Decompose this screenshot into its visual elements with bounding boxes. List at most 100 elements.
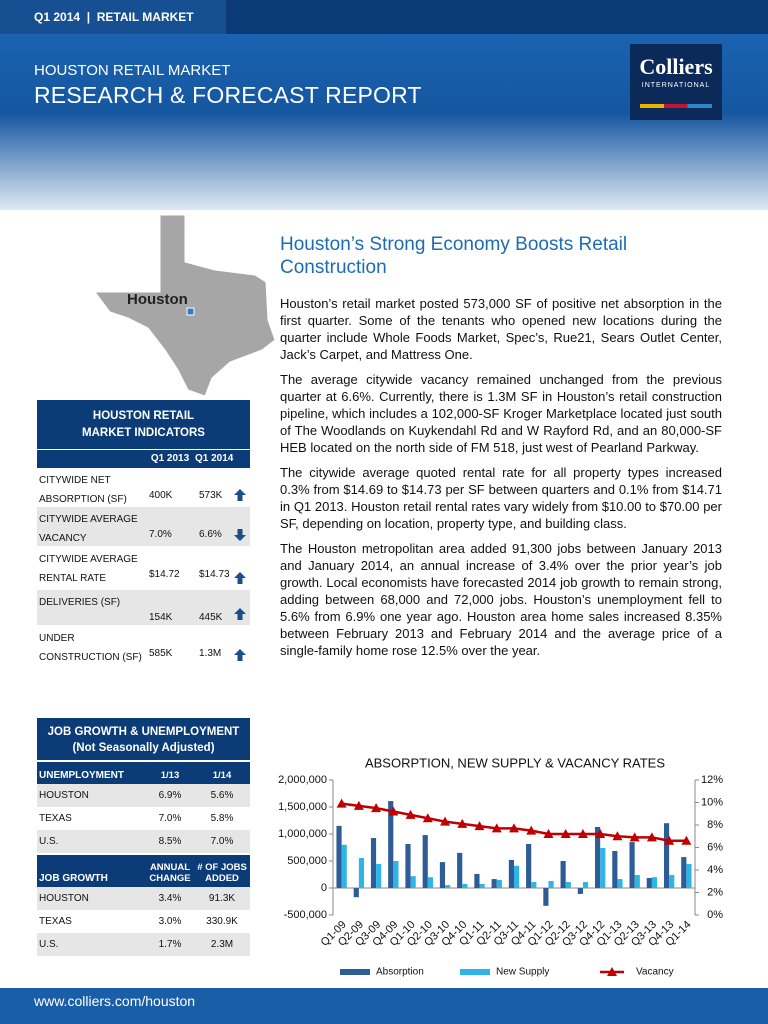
bar bbox=[376, 863, 382, 888]
column-header: JOB GROWTH bbox=[39, 873, 108, 884]
marker bbox=[681, 835, 692, 845]
bar bbox=[410, 876, 416, 888]
cell: 5.6% bbox=[210, 790, 234, 801]
table-row: U.S. 1.7% 2.3M bbox=[37, 933, 250, 956]
headline: Houston’s Strong Economy Boosts Retail C… bbox=[280, 234, 628, 278]
bar bbox=[548, 880, 554, 888]
column-header: 1/14 bbox=[212, 770, 232, 781]
bar bbox=[457, 852, 463, 888]
bar bbox=[595, 826, 601, 888]
paragraph: The Houston metropolitan area added 91,3… bbox=[280, 541, 722, 658]
paragraph: The citywide average quoted rental rate … bbox=[280, 465, 722, 531]
y-tick-label: 2,000,000 bbox=[278, 774, 327, 786]
legend-label: New Supply bbox=[496, 967, 549, 978]
cell: HOUSTON bbox=[39, 893, 89, 904]
cell: HOUSTON bbox=[39, 790, 89, 801]
y2-tick-label: 4% bbox=[707, 864, 723, 876]
bar bbox=[681, 857, 687, 888]
bar bbox=[439, 862, 446, 888]
table-row: TEXAS 3.0% 330.9K bbox=[37, 910, 250, 933]
cell: 91.3K bbox=[208, 893, 236, 904]
cell: $14.72 bbox=[149, 569, 180, 580]
chart-title: ABSORPTION, NEW SUPPLY & VACANCY RATES bbox=[365, 755, 665, 770]
bar bbox=[370, 838, 377, 888]
marker bbox=[526, 825, 537, 835]
section-header: JOB GROWTH ANNUAL CHANGE # OF JOBS ADDED bbox=[37, 855, 250, 887]
bar bbox=[612, 851, 618, 888]
bar bbox=[686, 863, 692, 888]
cell: 7.0% bbox=[210, 836, 234, 847]
column-header: ANNUAL CHANGE bbox=[149, 862, 191, 884]
marker bbox=[388, 806, 399, 816]
bar bbox=[422, 835, 428, 888]
marker bbox=[474, 821, 485, 831]
table-row: HOUSTON 6.9% 5.6% bbox=[37, 784, 250, 807]
bar bbox=[508, 859, 514, 888]
cell: 1.7% bbox=[158, 939, 182, 950]
marker bbox=[577, 829, 588, 838]
bar bbox=[577, 888, 583, 894]
table-row: DELIVERIES (SF) 154K 445K bbox=[37, 590, 250, 626]
bar bbox=[514, 865, 520, 888]
bar bbox=[651, 877, 658, 888]
cell: 1.3M bbox=[199, 648, 222, 659]
y2-tick-label: 6% bbox=[707, 841, 723, 853]
cell: 6.9% bbox=[158, 790, 182, 801]
marker bbox=[440, 816, 451, 826]
bar bbox=[669, 875, 675, 888]
bar bbox=[445, 885, 451, 888]
cell: 3.4% bbox=[158, 893, 182, 904]
row-label: UNDER CONSTRUCTION (SF) bbox=[39, 633, 142, 663]
bar bbox=[491, 879, 497, 888]
table-row: CITYWIDE NET ABSORPTION (SF) 400K 573K bbox=[37, 468, 250, 507]
table-title: JOB GROWTH & UNEMPLOYMENT (Not Seasonall… bbox=[37, 718, 250, 760]
cell: U.S. bbox=[39, 836, 59, 847]
marker bbox=[491, 823, 502, 833]
bar bbox=[479, 883, 485, 888]
bar bbox=[462, 883, 468, 888]
cell: 8.5% bbox=[158, 836, 182, 847]
map-label: Houston bbox=[127, 291, 188, 308]
indicators-table: HOUSTON RETAIL MARKET INDICATORS Q1 2013… bbox=[37, 400, 250, 667]
cell: 573K bbox=[199, 490, 223, 501]
bar bbox=[474, 873, 480, 888]
houston-marker bbox=[186, 307, 195, 316]
cell: 3.0% bbox=[158, 916, 182, 927]
marker bbox=[422, 813, 433, 823]
bar bbox=[496, 879, 502, 888]
marker bbox=[336, 798, 347, 808]
row-label: CITYWIDE AVERAGE RENTAL RATE bbox=[39, 554, 138, 584]
row-label: CITYWIDE AVERAGE VACANCY bbox=[39, 514, 138, 544]
marker bbox=[646, 832, 657, 842]
table-row: TEXAS 7.0% 5.8% bbox=[37, 807, 250, 830]
bar bbox=[393, 861, 399, 888]
column-header-row: Q1 2013 Q1 2014 bbox=[37, 450, 250, 468]
cell: $14.73 bbox=[199, 569, 230, 580]
table-row: U.S. 8.5% 7.0% bbox=[37, 830, 250, 853]
y2-tick-label: 8% bbox=[707, 819, 723, 831]
bar bbox=[629, 842, 635, 888]
cell: 7.0% bbox=[158, 813, 182, 824]
kicker: HOUSTON RETAIL MARKET bbox=[34, 62, 231, 79]
y-tick-label: 500,000 bbox=[287, 855, 327, 867]
marker bbox=[595, 829, 606, 838]
table-row: UNDER CONSTRUCTION (SF) 585K 1.3M bbox=[37, 626, 250, 667]
marker bbox=[664, 835, 675, 845]
legend-label: Vacancy bbox=[636, 967, 674, 978]
column-header: Q1 2014 bbox=[195, 453, 234, 464]
marker bbox=[543, 829, 554, 838]
row-label: CITYWIDE NET ABSORPTION (SF) bbox=[39, 475, 127, 505]
bar bbox=[336, 825, 342, 888]
marker bbox=[509, 823, 519, 833]
trend-arrow bbox=[234, 489, 246, 501]
column-header: 1/13 bbox=[160, 770, 180, 781]
y2-tick-label: 10% bbox=[701, 796, 723, 808]
cell: 2.3M bbox=[210, 939, 234, 950]
bar bbox=[531, 882, 537, 888]
cell: TEXAS bbox=[39, 916, 72, 927]
logo-text: Colliers bbox=[639, 54, 713, 79]
bar bbox=[427, 877, 433, 888]
y2-tick-label: 2% bbox=[707, 886, 723, 898]
trend-arrow bbox=[234, 608, 246, 620]
y2-tick-label: 0% bbox=[707, 909, 723, 921]
